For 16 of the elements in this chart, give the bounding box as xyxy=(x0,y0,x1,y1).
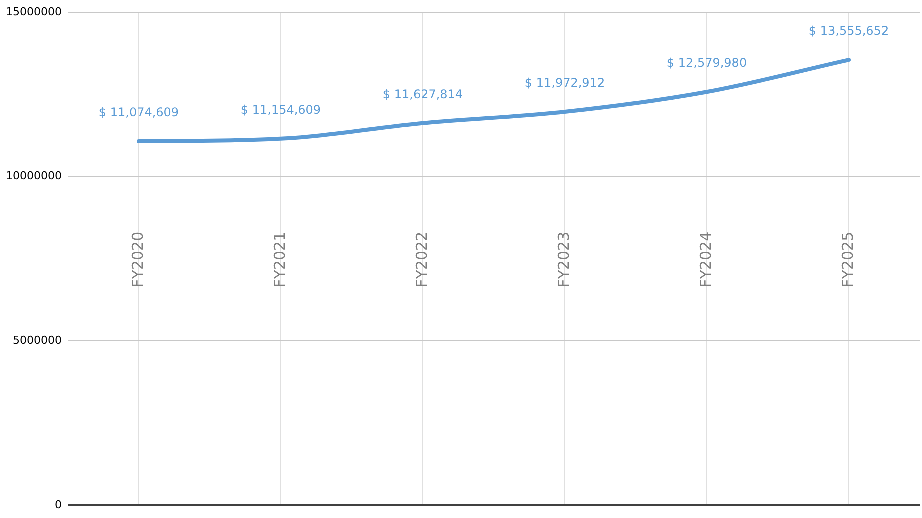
x-tick-label: FY2024 xyxy=(696,232,715,288)
text: $ 11,074,609 xyxy=(98,106,180,120)
text: $ 13,555,652 xyxy=(808,24,890,38)
x-tick-label: FY2025 xyxy=(838,232,857,288)
x-tick-label: FY2021 xyxy=(270,232,289,288)
text: $ 11,627,814 xyxy=(382,88,464,102)
y-tick-label: 0 xyxy=(54,498,62,512)
y-tick-label: 5000000 xyxy=(12,334,62,347)
y-tick-label: 15000000 xyxy=(6,5,62,18)
text: $ 11,972,912 xyxy=(524,76,606,90)
x-tick-label: FY2023 xyxy=(554,232,573,288)
y-tick-label: 10000000 xyxy=(6,170,62,183)
text: $ 12,579,980 xyxy=(666,56,748,70)
x-tick-label: FY2020 xyxy=(128,232,147,288)
x-tick-label: FY2022 xyxy=(412,232,431,288)
text: $ 11,154,609 xyxy=(240,103,322,118)
